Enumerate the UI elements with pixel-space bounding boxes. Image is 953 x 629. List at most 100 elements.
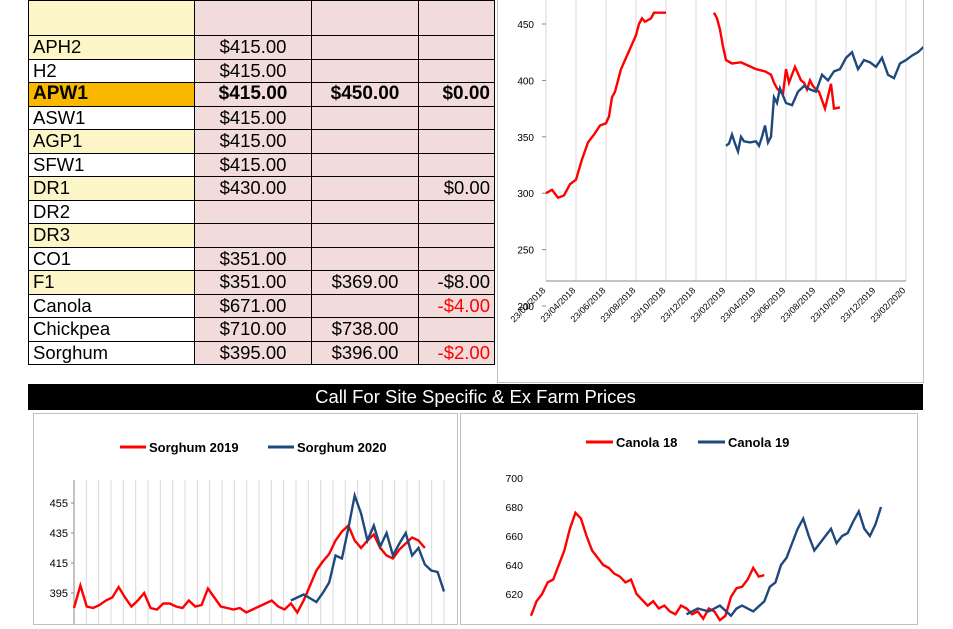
price-cell: $415.00 [194,129,312,154]
diff-cell: $0.00 [418,82,495,107]
price-cell [194,199,312,224]
y-tick-label: 350 [517,133,534,144]
price-alt-cell [311,58,419,83]
diff-cell [418,152,495,177]
price-row: DR1 $430.00 $0.00 [28,176,495,201]
y-tick-label: 700 [505,473,523,485]
series-line [686,506,883,618]
price-row: ASW1 $415.00 [28,105,495,130]
y-tick-label: 200 [517,302,534,313]
y-tick-label: 435 [50,528,68,540]
canola-chart: 620 640 660 680 700 Canola 18 Canola 19 [460,413,918,625]
y-tick-label: 450 [517,20,534,31]
y-tick-label: 395 [50,588,68,600]
price-alt-cell: $369.00 [311,270,419,295]
price-cell: $415.00 [194,35,312,60]
price-alt-cell [311,199,419,224]
diff-cell: -$4.00 [418,293,495,318]
grade-cell: H2 [28,58,195,83]
price-row [28,0,495,36]
diff-cell [418,223,495,248]
grade-cell: APH2 [28,35,195,60]
legend-label: Sorghum 2020 [297,440,387,455]
price-row: AGP1 $415.00 [28,129,495,154]
price-cell: $710.00 [194,317,312,342]
legend-label: Canola 19 [728,435,789,450]
series-line [72,523,426,615]
price-cell: $415.00 [194,105,312,130]
legend-label: Canola 18 [616,435,677,450]
wheat-price-chart: 23/02/2018 23/04/2018 23/06/2018 23/08/2018… [497,0,937,383]
price-cell: $671.00 [194,293,312,318]
diff-cell [418,199,495,224]
price-cell: $430.00 [194,176,312,201]
wheat-price-chart-svg: 23/02/201823/04/201823/06/201823/08/2018… [508,0,937,324]
price-alt-cell: $450.00 [311,82,419,107]
y-tick-label: 400 [517,76,534,87]
diff-cell [418,35,495,60]
price-cell: $415.00 [194,152,312,177]
legend-label: Sorghum 2019 [149,440,239,455]
price-row: F1 $351.00 $369.00 -$8.00 [28,270,495,295]
price-cell: $351.00 [194,246,312,271]
price-alt-cell [311,152,419,177]
price-row: Canola $671.00 -$4.00 [28,293,495,318]
price-row: APW1 $415.00 $450.00 $0.00 [28,82,495,107]
sorghum-chart-svg: 395 415 435 455 Sorghum 2019 Sorghum 2020 [50,440,446,624]
price-alt-cell [311,246,419,271]
grade-cell: DR2 [28,199,195,224]
grade-cell: CO1 [28,246,195,271]
series-line [712,12,841,113]
diff-cell [418,105,495,130]
grade-cell: SFW1 [28,152,195,177]
grade-cell: Chickpea [28,317,195,342]
price-alt-cell [311,105,419,130]
price-cell [194,0,312,36]
price-row: Sorghum $395.00 $396.00 -$2.00 [28,340,495,365]
series-line [545,11,666,200]
y-tick-label: 620 [505,589,523,601]
diff-cell [418,129,495,154]
price-alt-cell: $396.00 [311,340,419,365]
price-row: APH2 $415.00 [28,35,495,60]
y-tick-label: 415 [50,558,68,570]
price-cell: $351.00 [194,270,312,295]
price-row: CO1 $351.00 [28,246,495,271]
y-tick-label: 680 [505,502,523,514]
canola-chart-svg: 620 640 660 680 700 Canola 18 Canola 19 [505,435,883,622]
price-alt-cell [311,293,419,318]
grade-cell: ASW1 [28,105,195,130]
grade-cell: Canola [28,293,195,318]
diff-cell [418,246,495,271]
y-tick-label: 455 [50,498,68,510]
price-row: DR3 [28,223,495,248]
diff-cell: -$8.00 [418,270,495,295]
price-row: Chickpea $710.00 $738.00 [28,317,495,342]
price-row: SFW1 $415.00 [28,152,495,177]
price-alt-cell [311,176,419,201]
price-row: H2 $415.00 [28,58,495,83]
grade-cell: DR3 [28,223,195,248]
price-alt-cell [311,0,419,36]
grade-cell: DR1 [28,176,195,201]
diff-cell: $0.00 [418,176,495,201]
diff-cell: -$2.00 [418,340,495,365]
price-cell: $415.00 [194,82,312,107]
price-cell: $415.00 [194,58,312,83]
grade-cell: APW1 [28,82,195,107]
grade-cell: Sorghum [28,340,195,365]
sorghum-chart: 395 415 435 455 Sorghum 2019 Sorghum 2020 [33,413,458,625]
grade-cell: F1 [28,270,195,295]
y-tick-label: 660 [505,531,523,543]
grade-cell [28,0,195,36]
price-alt-cell [311,223,419,248]
price-cell: $395.00 [194,340,312,365]
y-tick-label: 640 [505,560,523,572]
series-line [725,44,937,156]
grade-cell: AGP1 [28,129,195,154]
site-specific-banner: Call For Site Specific & Ex Farm Prices [28,384,923,410]
price-alt-cell [311,35,419,60]
price-cell [194,223,312,248]
diff-cell [418,58,495,83]
diff-cell [418,0,495,36]
